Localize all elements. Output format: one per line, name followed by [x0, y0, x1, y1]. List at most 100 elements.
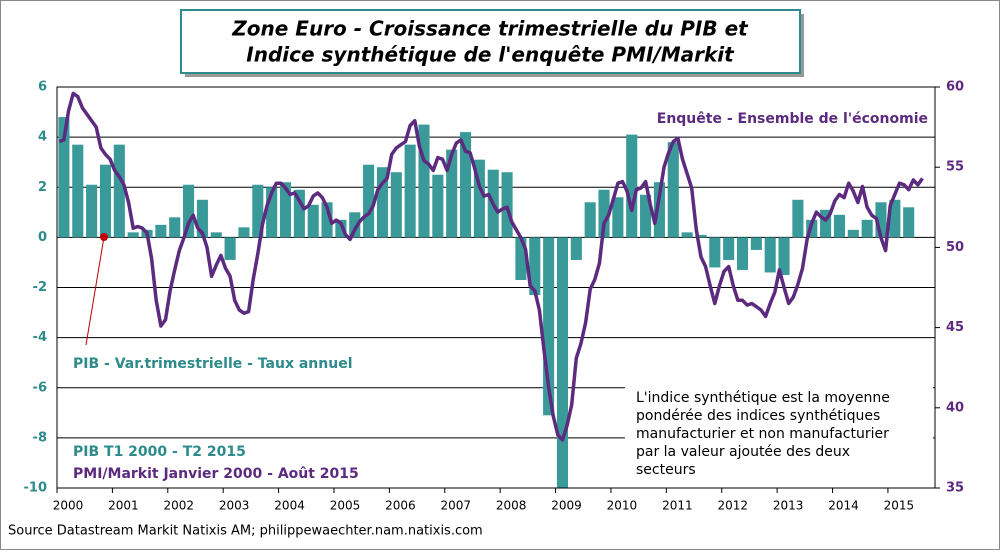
- bar: [279, 182, 292, 238]
- y-tick-label: -4: [33, 330, 47, 345]
- bar: [598, 189, 610, 238]
- bar: [889, 199, 901, 238]
- bars: [58, 117, 915, 488]
- bar: [515, 237, 527, 280]
- bar: [681, 232, 693, 238]
- legend-line: Enquête - Ensemble de l'économie: [657, 111, 928, 127]
- bar: [695, 234, 707, 238]
- x-tick-label: 2003: [219, 499, 250, 513]
- bar: [723, 237, 735, 260]
- line: [58, 91, 924, 442]
- y2-tick-label: 50: [946, 240, 964, 255]
- bar: [736, 237, 749, 270]
- bar: [556, 237, 569, 488]
- bar: [58, 117, 70, 238]
- x-tick-label: 2002: [164, 499, 195, 513]
- x-tick-label: 2009: [551, 499, 582, 513]
- bar: [709, 237, 721, 268]
- bar: [473, 159, 485, 238]
- x-tick-label: 2007: [440, 499, 471, 513]
- chart-title: Indice synthétique de l'enquête PMI/Mark…: [246, 43, 735, 67]
- bar: [418, 124, 430, 238]
- bar: [252, 184, 264, 238]
- bar: [113, 144, 125, 238]
- bar: [293, 189, 305, 238]
- bar: [349, 212, 361, 238]
- annotation: L'indice synthétique est la moyenne pondé…: [636, 390, 890, 478]
- x-tick-label: 2014: [828, 499, 859, 513]
- bar: [764, 237, 776, 273]
- bar: [667, 142, 679, 238]
- bar: [446, 149, 458, 238]
- bar: [529, 237, 541, 296]
- bar: [155, 224, 167, 238]
- annotation-line: L'indice synthétique est la moyenne: [636, 390, 890, 406]
- y-tick-label: 0: [38, 230, 47, 245]
- annotation-line: manufacturier et non manufacturier: [636, 426, 889, 442]
- bar: [196, 199, 208, 238]
- bar: [820, 209, 832, 238]
- bar: [459, 132, 472, 238]
- y-tick-label: -10: [24, 481, 48, 496]
- bar: [861, 219, 873, 238]
- bar: [584, 202, 596, 238]
- bar: [750, 237, 762, 250]
- x-tick-label: 2012: [717, 499, 748, 513]
- bar: [183, 184, 195, 238]
- bar: [99, 164, 112, 238]
- legend-bar: PIB - Var.trimestrielle - Taux annuel: [73, 356, 353, 372]
- bar: [432, 174, 444, 238]
- bar: [903, 207, 915, 238]
- pointer-line: [85, 236, 105, 346]
- y-tick-label: 4: [38, 130, 47, 145]
- bar: [224, 237, 236, 260]
- pointer-dot: [100, 233, 108, 241]
- lines: [58, 91, 924, 442]
- y2-tick-label: 35: [946, 481, 964, 496]
- bar: [266, 187, 278, 238]
- bar: [570, 237, 582, 260]
- x-tick-label: 2013: [773, 499, 804, 513]
- bar: [335, 219, 347, 238]
- bar: [321, 202, 333, 238]
- y-tick-label: 6: [38, 80, 47, 95]
- y2-tick-label: 60: [946, 80, 964, 95]
- bar: [210, 232, 222, 238]
- x-tick-label: 2011: [662, 499, 693, 513]
- x-tick-label: 2000: [53, 499, 84, 513]
- annotation-line: pondérée des indices synthétiques: [636, 408, 880, 424]
- y2-tick-label: 40: [946, 400, 964, 415]
- annotation-box: [625, 384, 933, 482]
- y-tick-label: -6: [33, 380, 47, 395]
- bar: [875, 202, 887, 238]
- title-box: [180, 9, 801, 74]
- bar: [169, 217, 181, 238]
- bar: [72, 144, 84, 238]
- annotation-line: secteurs: [636, 462, 696, 478]
- bar: [640, 194, 652, 238]
- bar: [376, 167, 388, 238]
- bar: [543, 237, 555, 416]
- x-tick-label: 2001: [108, 499, 139, 513]
- x-tick-label: 2010: [607, 499, 638, 513]
- bar: [833, 214, 845, 238]
- bar: [238, 227, 250, 238]
- y2-tick-label: 45: [946, 320, 964, 335]
- x-tick-label: 2015: [884, 499, 915, 513]
- y-tick-label: -8: [33, 430, 47, 445]
- bar: [778, 237, 790, 275]
- annotation-line: par la valeur ajoutée des deux: [636, 444, 850, 460]
- bar: [404, 144, 416, 238]
- bar: [626, 134, 638, 238]
- y-tick-label: -2: [33, 280, 47, 295]
- bar: [307, 204, 319, 238]
- y2-tick-label: 55: [946, 160, 964, 175]
- bar: [363, 164, 375, 238]
- x-tick-label: 2004: [274, 499, 305, 513]
- bar: [612, 197, 624, 238]
- note: PMI/Markit Janvier 2000 - Août 2015: [73, 466, 359, 482]
- plot-border: [56, 86, 936, 489]
- x-tick-label: 2006: [385, 499, 416, 513]
- bar: [653, 182, 665, 238]
